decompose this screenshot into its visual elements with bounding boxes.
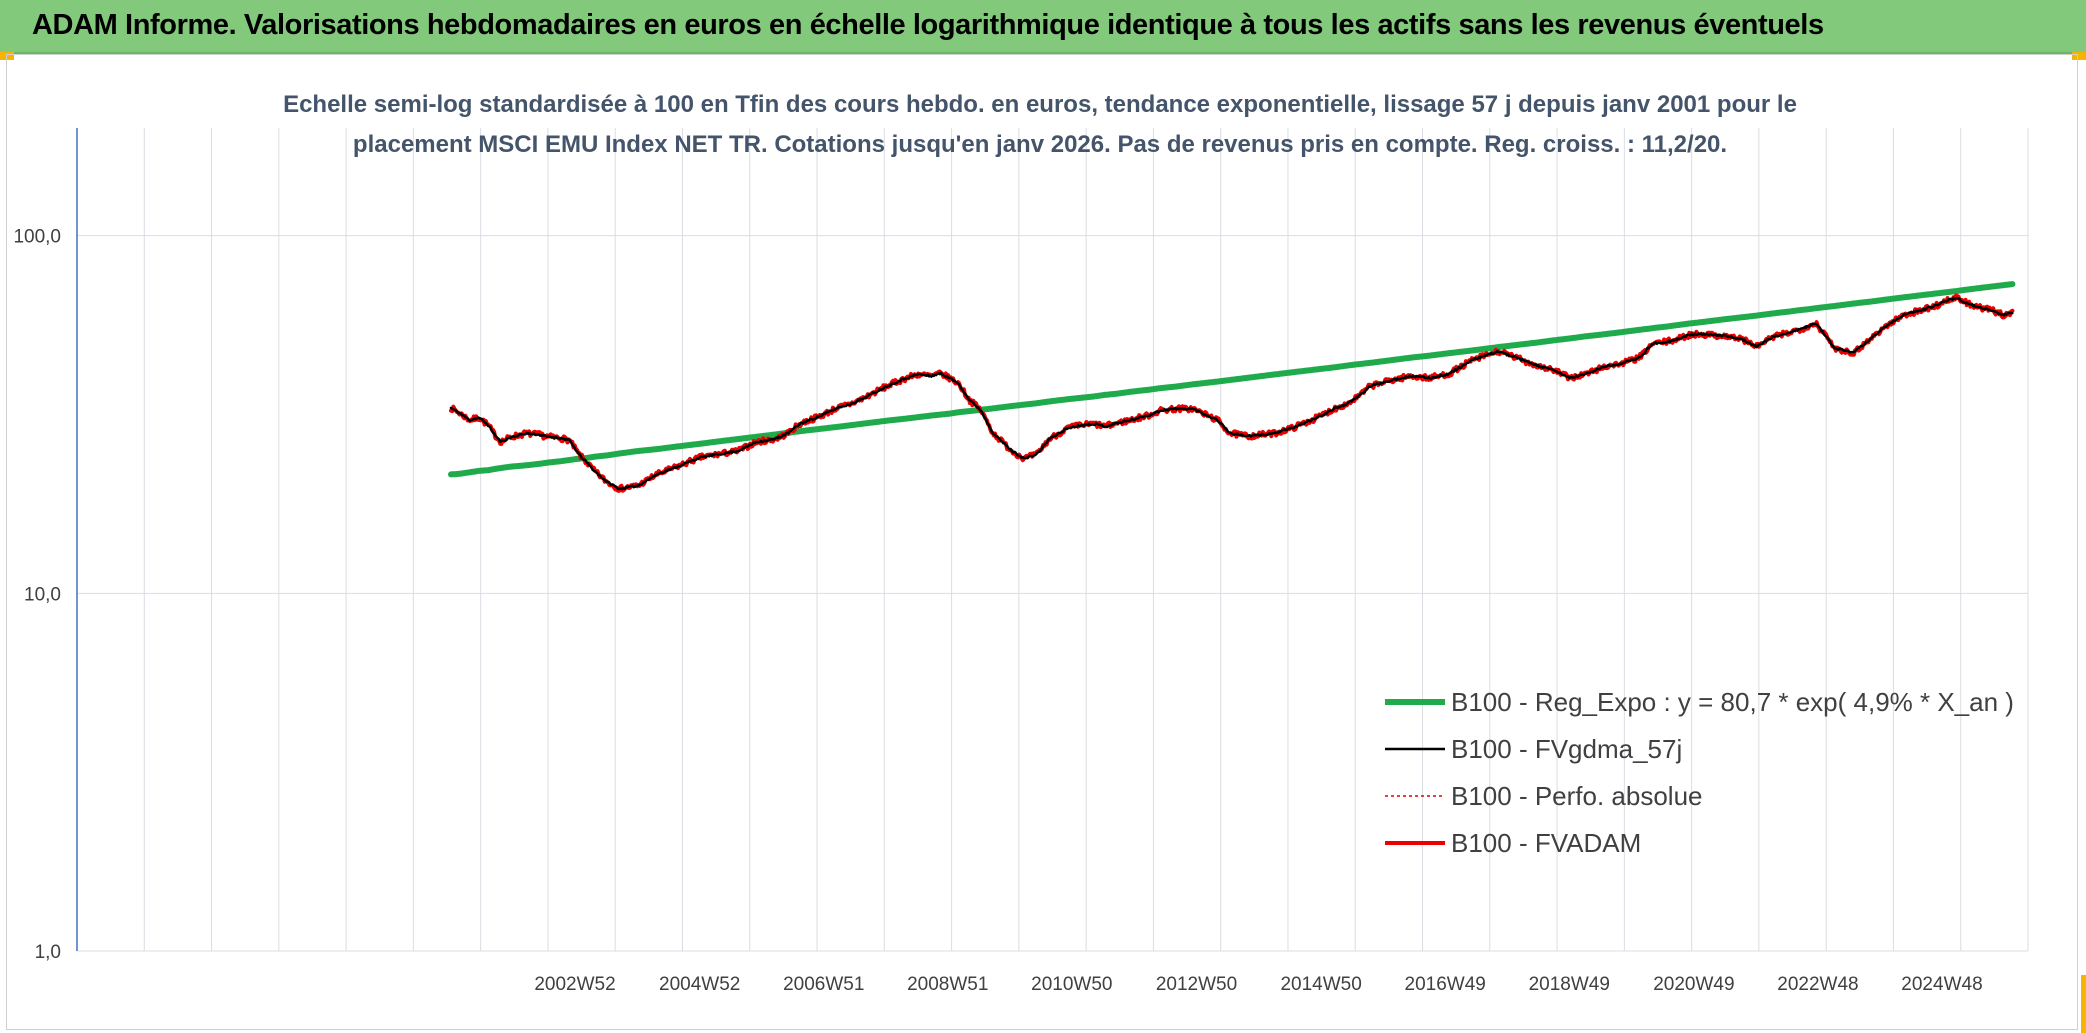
x-tick-label: 2020W49 <box>1653 974 1734 995</box>
x-tick-label: 2008W51 <box>907 974 988 995</box>
y-tick-label: 100,0 <box>13 227 61 248</box>
series-line-fvadam <box>449 293 2015 493</box>
chart-legend: B100 - Reg_Expo : y = 80,7 * exp( 4,9% *… <box>1385 687 2014 858</box>
chart-subtitle-line-1: Echelle semi-log standardisée à 100 en T… <box>283 91 1797 118</box>
x-tick-label: 2006W51 <box>783 974 864 995</box>
report-title: ADAM Informe. Valorisations hebdomadaire… <box>32 9 1824 41</box>
x-tick-label: 2024W48 <box>1901 974 1982 995</box>
series-lines <box>448 281 2016 493</box>
x-tick-label: 2016W49 <box>1405 974 1486 995</box>
legend-label: B100 - FVgdma_57j <box>1451 734 1682 764</box>
chart-subtitle-line-2: placement MSCI EMU Index NET TR. Cotatio… <box>353 131 1727 158</box>
x-tick-label: 2022W48 <box>1777 974 1858 995</box>
legend-label: B100 - Perfo. absolue <box>1451 781 1703 811</box>
legend-label: B100 - FVADAM <box>1451 828 1641 858</box>
y-tick-label: 1,0 <box>35 942 61 963</box>
corner-marker-bottom-right <box>2081 975 2086 1033</box>
x-tick-label: 2012W50 <box>1156 974 1237 995</box>
x-tick-label: 2002W52 <box>534 974 615 995</box>
x-tick-label: 2010W50 <box>1031 974 1112 995</box>
corner-marker-right <box>2072 52 2086 60</box>
x-tick-labels: 2002W52 2004W52 2006W51 2008W51 2010W50 2012W… <box>534 974 1982 995</box>
x-tick-label: 2018W49 <box>1529 974 1610 995</box>
y-tick-label: 10,0 <box>24 584 61 605</box>
series-line-perfo <box>450 294 2014 492</box>
corner-marker-left <box>0 52 14 60</box>
x-tick-label: 2004W52 <box>659 974 740 995</box>
legend-label: B100 - Reg_Expo : y = 80,7 * exp( 4,9% *… <box>1451 687 2014 717</box>
series-line-smooth <box>449 296 2014 491</box>
report-banner: ADAM Informe. Valorisations hebdomadaire… <box>0 0 2086 54</box>
chart-frame <box>6 54 2078 1030</box>
x-tick-label: 2014W50 <box>1280 974 1361 995</box>
grid-lines <box>77 128 2029 952</box>
series-line-reg <box>448 281 2016 478</box>
y-tick-labels: 1,0 10,0 100,0 <box>13 227 61 963</box>
